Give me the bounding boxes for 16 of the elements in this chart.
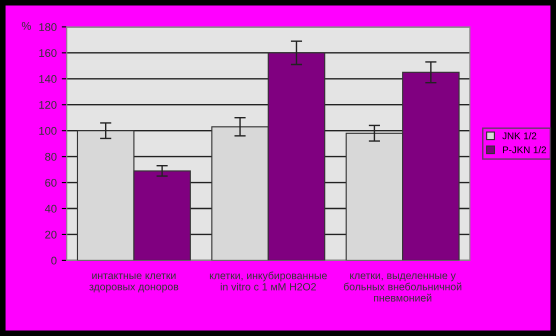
y-tick-label: 180 [39,23,57,32]
y-tick-label: 140 [39,75,57,83]
legend-label: JNK 1/2 [502,132,536,140]
y-tick-label: 80 [45,152,57,161]
x-tick-label: клетки, выделенные у больных внебольничной пневмонией [344,273,462,302]
y-tick-label: 100 [39,126,57,135]
y-axis-title: % [22,22,31,30]
y-tick-label: 120 [39,100,57,109]
y-tick-label: 0 [51,256,57,265]
y-tick-label: 40 [44,204,57,213]
legend-label: P-JKN 1/2 [502,146,546,154]
y-tick-label: 160 [39,49,57,57]
x-tick-label: интактные клетки здоровых доноров [89,273,178,292]
y-tick-label: 20 [45,230,57,239]
y-tick-label: 60 [45,178,57,187]
x-tick-label: клетки, инкубированные in vitro с 1 мМ H2O2 [210,272,327,290]
